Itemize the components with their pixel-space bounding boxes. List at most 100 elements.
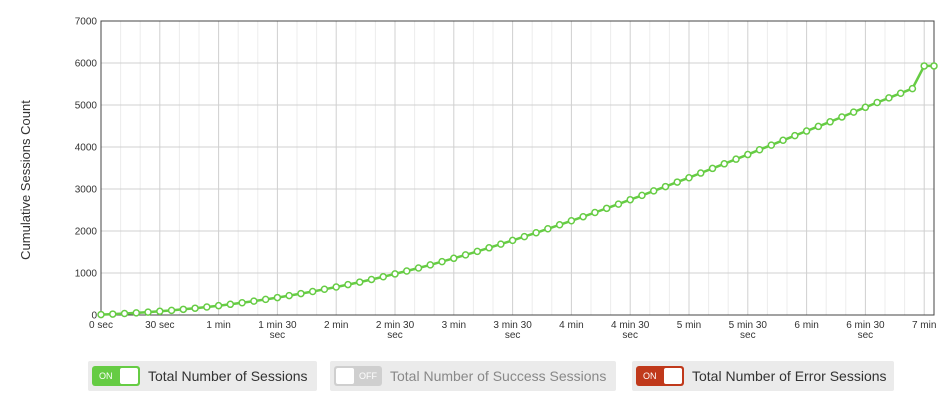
data-point[interactable] xyxy=(791,131,799,140)
data-point[interactable] xyxy=(156,307,164,316)
data-point[interactable] xyxy=(591,208,599,217)
x-tick-label: 2 min xyxy=(324,320,348,331)
data-point[interactable] xyxy=(838,113,846,121)
series-line xyxy=(100,64,934,316)
data-point[interactable] xyxy=(920,62,928,70)
data-point[interactable] xyxy=(414,264,423,272)
data-point[interactable] xyxy=(614,200,623,208)
data-point[interactable] xyxy=(167,306,176,315)
data-point[interactable] xyxy=(673,178,681,186)
x-tick-label: 30 sec xyxy=(145,320,174,331)
data-point[interactable] xyxy=(450,254,458,263)
data-point[interactable] xyxy=(214,301,223,310)
x-tick-label: 3 min 30 xyxy=(493,320,532,331)
data-point[interactable] xyxy=(226,300,235,309)
data-point[interactable] xyxy=(308,287,317,296)
toggle-success-sessions[interactable]: OFF xyxy=(334,366,382,386)
toggle-total-sessions[interactable]: ON xyxy=(92,366,140,386)
y-tick-label: 4000 xyxy=(75,143,98,154)
data-point[interactable] xyxy=(861,103,870,112)
series-layer xyxy=(97,62,938,319)
data-point[interactable] xyxy=(97,310,105,319)
data-point[interactable] xyxy=(720,160,729,168)
data-point[interactable] xyxy=(685,173,693,182)
data-point[interactable] xyxy=(285,291,293,300)
data-point[interactable] xyxy=(132,309,141,317)
data-point[interactable] xyxy=(355,278,364,286)
data-point[interactable] xyxy=(708,164,717,173)
toggle-error-sessions[interactable]: ON xyxy=(636,366,684,386)
legend-label-total-sessions: Total Number of Sessions xyxy=(148,368,308,384)
y-tick-label: 6000 xyxy=(75,59,98,70)
x-tick-label: 6 min xyxy=(794,320,818,331)
x-tick-label: sec xyxy=(858,330,874,341)
data-point[interactable] xyxy=(744,150,752,159)
data-point[interactable] xyxy=(391,270,399,278)
data-point[interactable] xyxy=(426,261,435,269)
data-point[interactable] xyxy=(626,195,634,204)
data-point[interactable] xyxy=(649,187,658,195)
data-point[interactable] xyxy=(849,108,858,116)
x-tick-label: 1 min 30 xyxy=(258,320,297,331)
data-point[interactable] xyxy=(567,217,576,225)
data-point[interactable] xyxy=(332,283,340,291)
y-tick-label: 1000 xyxy=(75,269,98,280)
data-point[interactable] xyxy=(732,155,740,163)
data-point[interactable] xyxy=(261,295,270,304)
x-tick-label: 1 min xyxy=(206,320,230,331)
toggle-knob xyxy=(336,368,354,384)
legend-error-sessions[interactable]: ON Total Number of Error Sessions xyxy=(632,361,894,391)
x-tick-label: sec xyxy=(505,330,521,341)
data-point[interactable] xyxy=(814,122,823,131)
toggle-knob xyxy=(120,368,138,384)
data-point[interactable] xyxy=(779,136,787,145)
x-tick-label: sec xyxy=(270,330,286,341)
data-point[interactable] xyxy=(930,62,938,70)
data-point[interactable] xyxy=(544,225,552,233)
data-point[interactable] xyxy=(120,309,129,318)
y-axis-title: Cumulative Sessions Count xyxy=(18,100,33,260)
toggle-state-text: OFF xyxy=(359,371,377,381)
data-point[interactable] xyxy=(179,305,188,314)
data-point[interactable] xyxy=(438,257,446,266)
data-point[interactable] xyxy=(344,280,352,289)
data-point[interactable] xyxy=(697,169,705,177)
data-point[interactable] xyxy=(532,229,540,237)
data-point[interactable] xyxy=(520,232,529,241)
data-point[interactable] xyxy=(273,293,282,302)
data-point[interactable] xyxy=(755,145,764,154)
data-point[interactable] xyxy=(473,247,482,256)
data-point[interactable] xyxy=(826,118,834,126)
data-point[interactable] xyxy=(873,98,881,107)
data-point[interactable] xyxy=(367,275,376,284)
data-point[interactable] xyxy=(379,273,387,281)
data-point[interactable] xyxy=(896,89,905,97)
data-point[interactable] xyxy=(508,236,517,245)
legend-total-sessions[interactable]: ON Total Number of Sessions xyxy=(88,361,317,391)
legend-success-sessions[interactable]: OFF Total Number of Success Sessions xyxy=(330,361,616,391)
data-point[interactable] xyxy=(320,285,329,294)
data-point[interactable] xyxy=(767,141,776,149)
y-tick-label: 5000 xyxy=(75,101,98,112)
data-point[interactable] xyxy=(802,127,811,135)
data-point[interactable] xyxy=(238,298,246,307)
toggle-state-text: ON xyxy=(99,371,113,381)
data-point[interactable] xyxy=(661,182,670,191)
data-point[interactable] xyxy=(203,303,211,311)
data-point[interactable] xyxy=(602,204,611,213)
data-point[interactable] xyxy=(638,191,646,200)
data-point[interactable] xyxy=(144,308,152,316)
data-point[interactable] xyxy=(555,221,564,229)
data-point[interactable] xyxy=(403,267,411,275)
data-point[interactable] xyxy=(109,310,117,318)
data-point[interactable] xyxy=(579,212,587,221)
data-point[interactable] xyxy=(908,84,917,93)
data-point[interactable] xyxy=(461,251,470,259)
data-point[interactable] xyxy=(191,304,199,312)
data-point[interactable] xyxy=(497,240,505,248)
data-point[interactable] xyxy=(885,94,893,102)
data-point[interactable] xyxy=(485,244,493,252)
data-point[interactable] xyxy=(297,289,305,298)
data-point[interactable] xyxy=(250,297,258,305)
